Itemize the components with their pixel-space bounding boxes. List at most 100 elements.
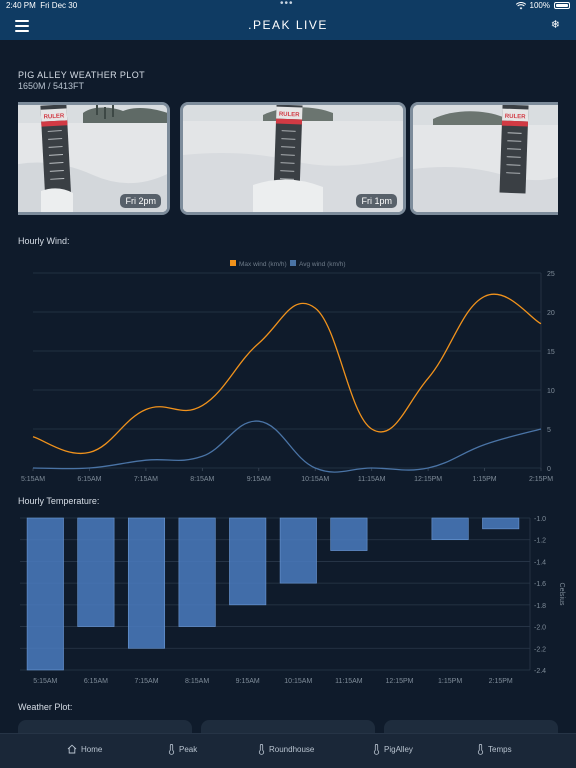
x-tick-label: 2:15PM — [489, 678, 513, 685]
temperature-bar — [482, 517, 520, 530]
y-tick-label: -2.4 — [534, 668, 546, 675]
y-tick-label: 5 — [547, 427, 551, 434]
camera-time-label: Fri 1pm — [356, 194, 397, 208]
temperature-bar — [26, 517, 64, 671]
x-tick-label: 12:15PM — [385, 678, 413, 685]
x-tick-label: 5:15AM — [21, 476, 45, 483]
wind-chart-svg: 0 5 10 15 20 25 5:15AM 6:15AM 7:15AM 8:15AM 9:15AM… — [21, 260, 555, 483]
home-icon — [67, 744, 77, 754]
temperature-chart: -1.0 -1.2 -1.4 -1.6 -1.8 -2.0 -2.2 -2.4 Celsius 5… — [0, 512, 576, 697]
y-tick-label: 20 — [547, 310, 555, 317]
hamburger-icon[interactable] — [15, 20, 29, 32]
weather-plot-card[interactable] — [384, 720, 558, 734]
x-tick-label: 7:15AM — [134, 678, 158, 685]
y-tick-label: 15 — [547, 349, 555, 356]
avg-wind-line — [32, 420, 542, 473]
x-tick-label: 6:15AM — [84, 678, 108, 685]
y-axis-label: Celsius — [558, 583, 565, 606]
tab-peak[interactable]: Peak — [168, 744, 197, 755]
tab-home[interactable]: Home — [67, 744, 102, 754]
legend-label: Max wind (km/h) — [239, 261, 287, 268]
camera-card[interactable]: RULER — [410, 102, 558, 215]
y-tick-label: -2.2 — [534, 646, 546, 653]
tab-roundhouse[interactable]: Roundhouse — [258, 744, 314, 755]
max-wind-line — [32, 293, 542, 455]
y-tick-label: 25 — [547, 271, 555, 278]
temperature-bar — [431, 517, 469, 541]
x-tick-label: 10:15AM — [301, 476, 329, 483]
camera-image: RULER — [183, 105, 403, 212]
battery-percent: 100% — [529, 1, 550, 10]
multitask-dots[interactable]: ••• — [280, 0, 294, 9]
thermometer-icon — [168, 744, 175, 755]
temperature-bar — [77, 517, 115, 627]
y-tick-label: -1.8 — [534, 603, 546, 610]
wind-chart: 0 5 10 15 20 25 5:15AM 6:15AM 7:15AM 8:15AM 9:15AM… — [0, 255, 576, 495]
x-tick-label: 10:15AM — [284, 678, 312, 685]
x-tick-label: 5:15AM — [33, 678, 57, 685]
battery-icon — [554, 2, 570, 9]
y-tick-label: -1.0 — [534, 516, 546, 523]
status-time: 2:40 PM Fri Dec 30 — [6, 1, 78, 10]
x-tick-label: 2:15PM — [529, 476, 553, 483]
y-tick-label: 0 — [547, 466, 551, 473]
legend-swatch — [290, 260, 296, 266]
x-tick-label: 8:15AM — [190, 476, 214, 483]
location-elevation: 1650M / 5413FT — [18, 81, 85, 91]
ruler-text: RULER — [505, 114, 527, 121]
tab-pigalley[interactable]: PigAlley — [373, 744, 413, 755]
temperature-bar — [279, 517, 317, 584]
camera-card[interactable]: RULER Fri 1pm — [180, 102, 406, 215]
legend-label: Avg wind (km/h) — [299, 261, 345, 268]
location-title: PIG ALLEY WEATHER PLOT — [18, 70, 146, 80]
y-tick-label: -1.6 — [534, 581, 546, 588]
camera-carousel[interactable]: RULER Fri 2pm RULER Fri 1pm — [18, 102, 558, 215]
x-tick-label: 1:15PM — [472, 476, 496, 483]
tab-label: Peak — [179, 745, 198, 754]
y-tick-label: 10 — [547, 388, 555, 395]
top-nav-bar: .PEAK LIVE ❄ — [0, 12, 576, 40]
x-tick-label: 8:15AM — [185, 678, 209, 685]
legend-swatch — [230, 260, 236, 266]
thermometer-icon — [258, 744, 265, 755]
thermometer-icon — [373, 744, 380, 755]
camera-image: RULER — [413, 105, 558, 212]
x-tick-label: 7:15AM — [134, 476, 158, 483]
weather-plot-card[interactable] — [18, 720, 192, 734]
tab-label: Home — [81, 744, 103, 754]
x-tick-label: 11:15AM — [335, 678, 363, 685]
tab-temps[interactable]: Temps — [477, 744, 512, 755]
snowflake-icon[interactable]: ❄ — [550, 19, 560, 31]
wind-section-label: Hourly Wind: — [18, 236, 70, 246]
temperature-bar — [127, 517, 166, 649]
y-tick-label: -2.0 — [534, 625, 546, 632]
ruler-text: RULER — [279, 112, 301, 119]
x-tick-label: 9:15AM — [236, 678, 260, 685]
tab-label: PigAlley — [384, 745, 413, 754]
temperature-section-label: Hourly Temperature: — [18, 496, 100, 506]
temperature-bar — [229, 517, 267, 606]
x-tick-label: 9:15AM — [247, 476, 271, 483]
camera-time-label: Fri 2pm — [120, 194, 161, 208]
x-tick-label: 11:15AM — [358, 476, 386, 483]
weather-plot-card[interactable] — [201, 720, 375, 734]
status-bar: 2:40 PM Fri Dec 30 ••• 100% — [0, 0, 576, 12]
weather-plot-section-label: Weather Plot: — [18, 702, 73, 712]
tab-label: Roundhouse — [269, 745, 315, 754]
camera-card[interactable]: RULER Fri 2pm — [18, 102, 170, 215]
thermometer-icon — [477, 744, 484, 755]
wifi-icon — [515, 1, 526, 9]
x-tick-label: 12:15PM — [414, 476, 442, 483]
x-tick-label: 1:15PM — [438, 678, 462, 685]
temperature-bar — [178, 517, 216, 627]
x-tick-label: 6:15AM — [77, 476, 101, 483]
temperature-bar — [330, 517, 368, 551]
app-title: .PEAK LIVE — [248, 18, 328, 32]
tab-label: Temps — [488, 745, 512, 754]
ruler-text: RULER — [44, 113, 66, 120]
status-right: 100% — [515, 1, 570, 10]
temperature-chart-svg: -1.0 -1.2 -1.4 -1.6 -1.8 -2.0 -2.2 -2.4 Celsius 5… — [20, 516, 565, 685]
bottom-tab-bar: Home Peak Roundhouse PigAlley Temps — [0, 733, 576, 768]
y-tick-label: -1.2 — [534, 538, 546, 545]
y-tick-label: -1.4 — [534, 559, 546, 566]
